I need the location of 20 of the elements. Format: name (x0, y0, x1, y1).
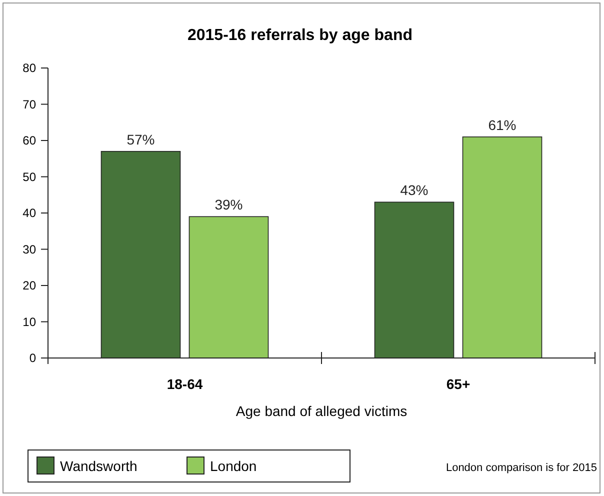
data-label: 57% (126, 131, 155, 148)
text: London comparison is for 2015 (446, 462, 597, 474)
chart-title: 2015-16 referrals by age band (187, 27, 413, 44)
x-tick-label: 65+ (446, 376, 470, 392)
y-tick-label: 0 (29, 351, 36, 365)
y-tick-label: 60 (22, 134, 36, 148)
y-tick-label: 10 (22, 314, 36, 329)
y-tick-label: 40 (22, 206, 36, 220)
data-label: 39% (214, 196, 243, 213)
y-tick-label: 80 (22, 61, 36, 75)
y-tick-label: 30 (22, 242, 36, 256)
legend-label: London (210, 458, 257, 474)
data-label: 43% (400, 182, 428, 198)
y-tick-label: 50 (22, 170, 36, 184)
y-tick-label: 20 (22, 278, 36, 292)
x-axis-title: Age band of alleged victims (236, 403, 408, 419)
data-label: 61% (488, 116, 516, 133)
legend-label: Wandsworth (60, 458, 138, 474)
y-tick-label: 70 (22, 97, 36, 112)
x-tick-label: 18-64 (166, 376, 203, 392)
